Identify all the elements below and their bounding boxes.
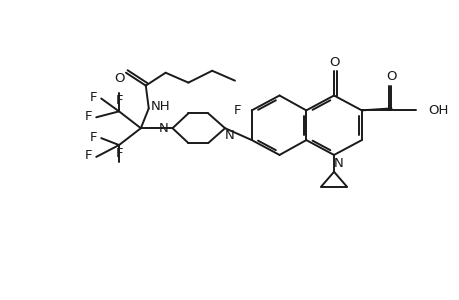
Text: N: N [158, 122, 168, 135]
Text: NH: NH [151, 100, 170, 113]
Text: F: F [115, 148, 123, 160]
Text: F: F [90, 91, 97, 104]
Text: F: F [234, 104, 241, 117]
Text: F: F [84, 149, 92, 162]
Text: F: F [84, 110, 92, 123]
Text: OH: OH [427, 104, 448, 117]
Text: O: O [328, 56, 339, 69]
Text: F: F [90, 130, 97, 144]
Text: N: N [333, 158, 343, 170]
Text: O: O [113, 72, 124, 85]
Text: N: N [224, 129, 235, 142]
Text: F: F [115, 94, 123, 107]
Text: O: O [386, 70, 396, 83]
